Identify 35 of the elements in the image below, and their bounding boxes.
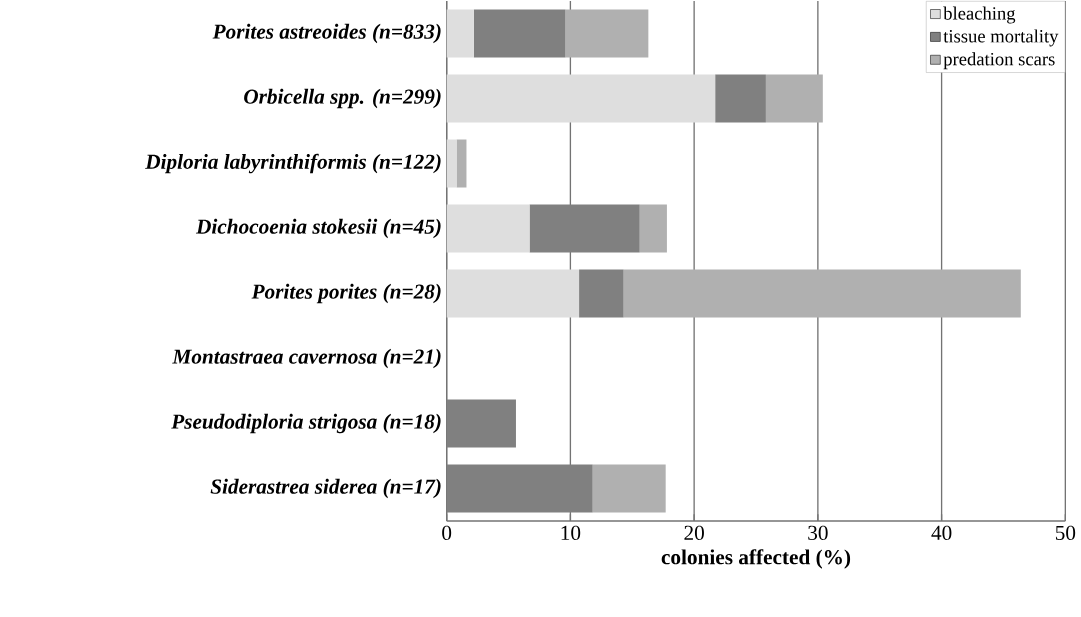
x-tick-label: 50 <box>1055 525 1076 541</box>
bar <box>446 399 516 448</box>
bar <box>446 9 474 58</box>
legend-label: bleaching <box>943 6 1016 24</box>
bar <box>446 464 593 513</box>
bar <box>446 139 457 188</box>
y-tick-label: Orbicella spp. (n=299) <box>244 88 441 109</box>
y-tick-label: Montastraea cavernosa (n=21) <box>172 348 441 369</box>
legend-label: tissue mortality <box>943 29 1059 47</box>
bar <box>529 204 640 253</box>
y-tick-label: Pseudodiploria strigosa (n=18) <box>171 413 441 434</box>
bar <box>446 74 716 123</box>
y-tick-label: Diploria labyrinthiformis (n=122) <box>145 153 441 174</box>
x-tick-label: 0 <box>442 525 452 541</box>
bar <box>592 464 666 513</box>
bar <box>446 269 580 318</box>
y-tick-label: Siderastrea siderea (n=17) <box>210 478 441 499</box>
legend-label: predation scars <box>943 52 1055 70</box>
bar <box>639 204 667 253</box>
y-tick-label: Porites astreoides (n=833) <box>212 23 441 44</box>
bar <box>765 74 823 123</box>
x-axis-title: colonies affected (%) <box>661 549 851 569</box>
x-tick-label: 10 <box>561 525 581 541</box>
bar <box>565 9 649 58</box>
y-tick-label: Dichocoenia stokesii (n=45) <box>195 218 441 239</box>
x-tick-label: 40 <box>931 525 952 541</box>
y-tick-label: Porites porites (n=28) <box>251 283 441 304</box>
bar <box>715 74 766 123</box>
bar <box>623 269 1021 318</box>
bar <box>579 269 624 318</box>
x-tick-label: 30 <box>808 525 828 541</box>
bar <box>473 9 566 58</box>
x-tick-label: 20 <box>684 525 704 541</box>
bar <box>456 139 467 188</box>
bar <box>446 204 530 253</box>
